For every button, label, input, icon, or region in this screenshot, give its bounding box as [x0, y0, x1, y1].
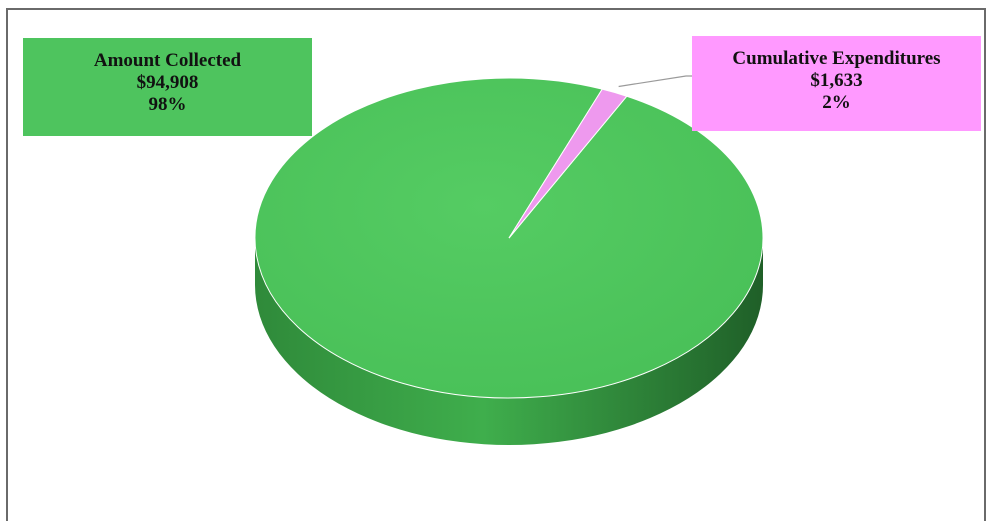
slice-percent-cumulative-expenditures: 2% — [822, 92, 851, 113]
leader-lines — [618, 75, 692, 88]
data-label-cumulative-expenditures: Cumulative Expenditures $1,633 2% — [692, 36, 981, 131]
leader-line-cumulative-expenditures — [618, 75, 692, 88]
slice-percent-amount-collected: 98% — [148, 94, 187, 115]
data-label-amount-collected: Amount Collected $94,908 98% — [23, 38, 312, 136]
slice-value-cumulative-expenditures: $1,633 — [810, 70, 863, 91]
pie-top — [254, 77, 764, 399]
pie-side-amount-collected — [255, 238, 763, 445]
slice-label-amount-collected: Amount Collected — [93, 50, 242, 71]
pie-slice-cumulative-expenditures — [508, 88, 628, 239]
pie-side — [255, 238, 763, 445]
slice-label-cumulative-expenditures: Cumulative Expenditures — [732, 48, 941, 69]
slice-value-amount-collected: $94,908 — [136, 72, 199, 93]
